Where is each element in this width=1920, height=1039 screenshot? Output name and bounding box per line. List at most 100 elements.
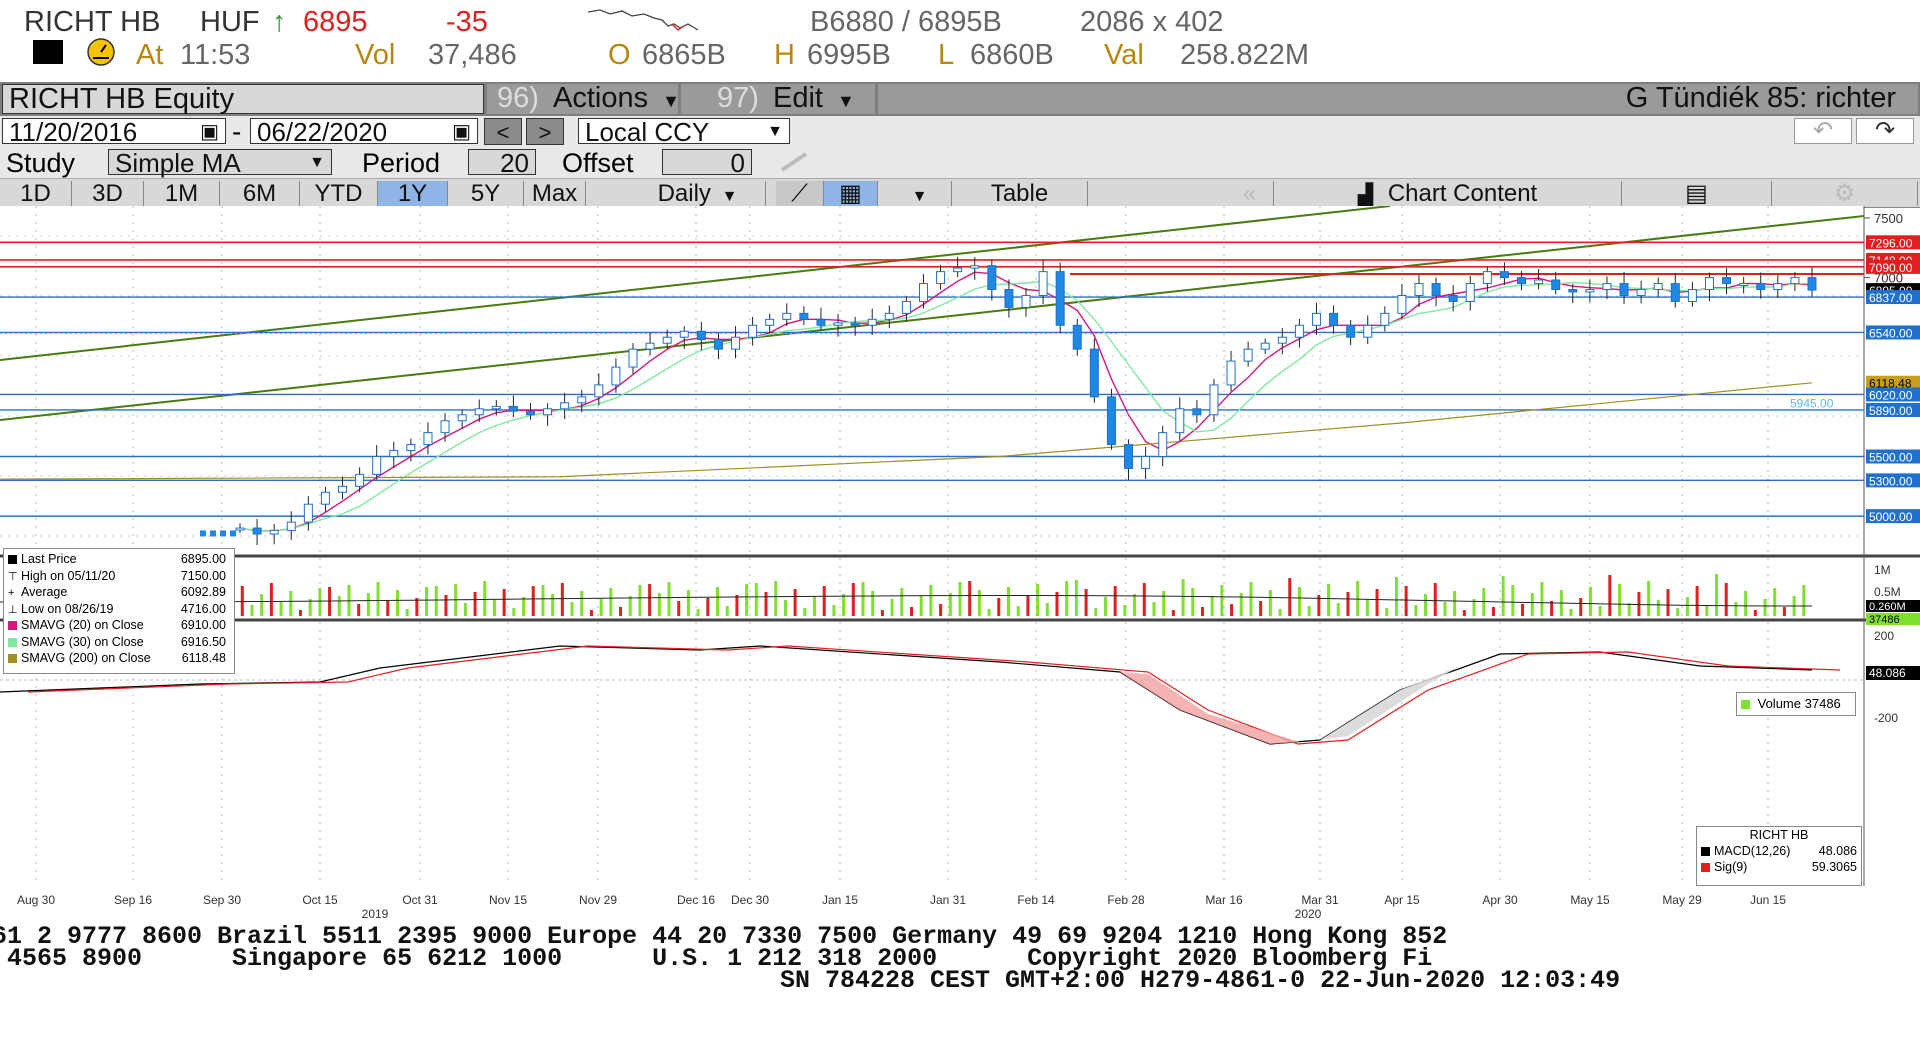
volume-bar xyxy=(1113,586,1117,616)
last-price: 6895 xyxy=(303,6,368,38)
chevron-down-icon: ▼ xyxy=(309,154,325,171)
volume-bar xyxy=(754,583,758,616)
volume-bar xyxy=(1715,574,1719,616)
candle-body xyxy=(799,312,809,320)
next-range-button[interactable]: > xyxy=(526,118,564,145)
volume-bar xyxy=(298,610,302,616)
prev-range-button[interactable]: < xyxy=(484,118,522,145)
volume-bar xyxy=(948,593,952,616)
chart-content-button[interactable]: ▟ Chart Content xyxy=(1274,181,1622,206)
high-value: 6995B xyxy=(807,39,891,71)
tab-3d[interactable]: 3D xyxy=(72,181,144,206)
undo-icon[interactable]: ↶ xyxy=(1794,118,1852,144)
redo-icon[interactable]: ↷ xyxy=(1856,118,1914,144)
price-tag xyxy=(1866,259,1920,274)
x-tick-label: Feb 14 xyxy=(1017,893,1055,907)
candle-body xyxy=(1346,324,1356,338)
volume-bar xyxy=(1491,607,1495,616)
volume-bar xyxy=(405,609,409,616)
x-tick-label: Aug 30 xyxy=(17,893,55,907)
tab-ytd[interactable]: YTD xyxy=(300,181,378,206)
macd-tag xyxy=(1866,666,1920,680)
candle-body xyxy=(987,265,997,291)
collapse-icon[interactable]: « xyxy=(1226,181,1274,206)
tab-1d[interactable]: 1D xyxy=(0,181,72,206)
gauge-icon[interactable] xyxy=(86,38,116,66)
volume-bar xyxy=(919,596,923,616)
candle-body xyxy=(884,312,894,320)
bar-chart-icon[interactable]: ▦ xyxy=(824,181,878,206)
volume-bar xyxy=(958,582,962,616)
legend-swatch xyxy=(8,637,17,647)
volume-bar xyxy=(570,602,574,616)
legend-value: 4716.00 xyxy=(180,601,226,616)
end-date-field[interactable]: 06/22/2020 ▣ xyxy=(250,118,478,145)
period-field[interactable]: 20 xyxy=(468,149,536,176)
menu-icon[interactable] xyxy=(33,40,63,64)
tab-5y[interactable]: 5Y xyxy=(448,181,524,206)
price-tag xyxy=(1866,325,1920,340)
offset-field[interactable]: 0 xyxy=(662,149,752,176)
gear-icon[interactable]: ⚙ xyxy=(1772,181,1918,206)
x-tick-label: Sep 30 xyxy=(203,893,241,907)
volume-bar xyxy=(1220,585,1224,616)
chart-type-dropdown[interactable]: ▼ xyxy=(888,181,952,206)
edit-chart-icon[interactable]: ▤ xyxy=(1622,181,1772,206)
trend-line-upper xyxy=(0,206,1391,361)
sma-200-line xyxy=(0,382,1813,480)
line-chart-icon[interactable]: ⟋ xyxy=(776,181,824,206)
price-tag xyxy=(1866,509,1920,524)
candle-body xyxy=(1243,348,1253,362)
tab-1m[interactable]: 1M xyxy=(144,181,220,206)
volume-bar xyxy=(1540,582,1544,616)
price-tag xyxy=(1866,449,1920,464)
footer-line-1: 61 2 9777 8600 Brazil 5511 2395 9000 Eur… xyxy=(0,922,1448,951)
security-field[interactable]: RICHT HB Equity xyxy=(2,84,484,114)
volume-bar xyxy=(1356,581,1360,616)
up-arrow-icon: ↑ xyxy=(272,6,287,38)
study-row: Study Simple MA ▼ Period 20 Offset 0 xyxy=(0,146,1920,178)
trend-line-lower xyxy=(0,215,1865,421)
candle-body xyxy=(1106,396,1116,446)
candle-body xyxy=(1277,336,1287,344)
tab-max[interactable]: Max xyxy=(524,181,586,206)
candle-body xyxy=(1260,342,1270,350)
chart-content-label: Chart Content xyxy=(1387,180,1538,207)
volume-bar xyxy=(1666,589,1670,616)
candle-body xyxy=(230,530,236,537)
volume-bar xyxy=(706,598,710,616)
actions-menu[interactable]: 96) Actions ▼ xyxy=(487,84,680,114)
study-select[interactable]: Simple MA ▼ xyxy=(108,149,332,176)
calendar-icon[interactable]: ▣ xyxy=(452,121,471,143)
volume-bar xyxy=(279,602,283,616)
price-tag-label: 5500.00 xyxy=(1869,450,1913,464)
tab-1y[interactable]: 1Y xyxy=(378,181,448,206)
volume-bar xyxy=(1802,585,1806,616)
candle-body xyxy=(1704,277,1714,291)
tab-6m[interactable]: 6M xyxy=(220,181,300,206)
edit-menu[interactable]: 97) Edit ▼ xyxy=(681,84,875,114)
daily-select[interactable]: Daily ▼ xyxy=(630,181,766,206)
x-tick-label: Apr 30 xyxy=(1482,893,1518,907)
candle-body xyxy=(1551,279,1561,291)
chevron-down-icon: ▼ xyxy=(837,91,855,111)
candle-body xyxy=(355,473,365,487)
pen-icon[interactable] xyxy=(778,150,812,174)
candle-body xyxy=(1739,283,1749,287)
volume-bar xyxy=(425,587,429,616)
volume-tag-label: 37486 xyxy=(1869,614,1900,626)
table-button[interactable]: Table xyxy=(952,181,1088,206)
volume-bar xyxy=(822,586,826,616)
price-chart[interactable]: 5945.00 750070007296.007148.007090.00689… xyxy=(0,206,1920,920)
candle-body xyxy=(1124,444,1134,469)
sparkline-icon xyxy=(588,9,699,31)
candle-body xyxy=(748,324,758,338)
candle-body xyxy=(1568,289,1578,293)
macd-swatch xyxy=(1701,863,1710,872)
start-date-field[interactable]: 11/20/2016 ▣ xyxy=(2,118,226,145)
volume-bar xyxy=(502,589,506,616)
calendar-icon[interactable]: ▣ xyxy=(200,121,219,143)
volume-bar xyxy=(667,582,671,616)
currency-select[interactable]: Local CCY ▼ xyxy=(578,118,790,145)
